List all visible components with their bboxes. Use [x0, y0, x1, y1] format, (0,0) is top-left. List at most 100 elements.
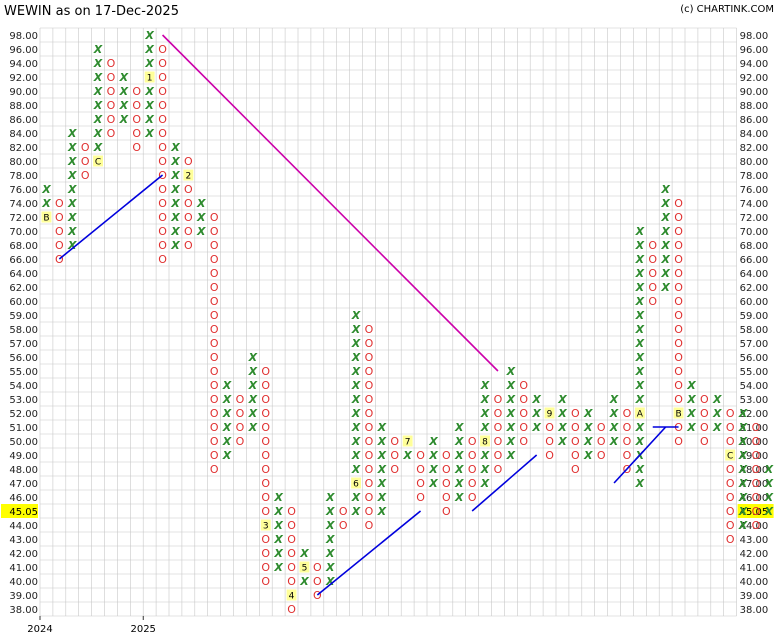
o-mark: O	[365, 351, 374, 364]
x-mark: X	[686, 393, 696, 406]
month-label: 5	[302, 564, 308, 574]
x-mark: X	[454, 463, 464, 476]
o-mark: O	[519, 421, 528, 434]
x-mark: X	[351, 463, 361, 476]
month-label-box	[286, 589, 297, 601]
x-mark: X	[660, 197, 670, 210]
x-mark: X	[635, 323, 645, 336]
o-mark: O	[210, 267, 219, 280]
o-mark: O	[468, 435, 477, 448]
o-mark: O	[365, 407, 374, 420]
o-mark: O	[416, 477, 425, 490]
x-mark: X	[377, 491, 387, 504]
x-mark: X	[93, 57, 103, 70]
month-label: 1	[147, 74, 153, 84]
x-mark: X	[738, 435, 748, 448]
copyright-label: (c) CHARTINK.COM	[680, 4, 774, 15]
o-mark: O	[597, 449, 606, 462]
x-mark: X	[635, 365, 645, 378]
x-mark: X	[402, 449, 412, 462]
o-mark: O	[494, 421, 503, 434]
o-mark: O	[287, 505, 296, 518]
o-mark: O	[365, 477, 374, 490]
o-mark: O	[597, 421, 606, 434]
y-tick-label-left: 41.00	[9, 563, 38, 574]
o-mark: O	[365, 505, 374, 518]
o-mark: O	[55, 253, 64, 266]
x-mark: X	[635, 267, 645, 280]
month-label: B	[675, 410, 681, 420]
x-mark: X	[557, 435, 567, 448]
o-mark: O	[726, 435, 735, 448]
o-mark: O	[210, 379, 219, 392]
y-tick-label-right: 80.00	[740, 157, 769, 168]
x-mark: X	[738, 505, 748, 518]
o-mark: O	[674, 197, 683, 210]
month-label-box	[260, 519, 271, 531]
x-mark: X	[609, 435, 619, 448]
y-tick-label-right: 70.00	[740, 227, 769, 238]
y-tick-label-left: 57.00	[9, 339, 38, 350]
o-mark: O	[700, 393, 709, 406]
o-mark: O	[81, 141, 90, 154]
y-tick-label-left: 92.00	[9, 73, 38, 84]
x-mark: X	[635, 295, 645, 308]
x-mark: X	[325, 519, 335, 532]
o-mark: O	[287, 547, 296, 560]
o-mark: O	[365, 421, 374, 434]
o-mark: O	[158, 183, 167, 196]
x-mark: X	[222, 407, 232, 420]
o-mark: O	[674, 239, 683, 252]
x-mark: X	[67, 211, 77, 224]
x-mark: X	[299, 575, 309, 588]
x-mark: X	[351, 309, 361, 322]
o-mark: O	[55, 211, 64, 224]
o-mark: O	[726, 463, 735, 476]
o-mark: O	[648, 295, 657, 308]
x-mark: X	[660, 211, 670, 224]
o-mark: O	[365, 323, 374, 336]
o-mark: O	[210, 295, 219, 308]
o-mark: O	[158, 253, 167, 266]
o-mark: O	[107, 127, 116, 140]
month-label-box	[183, 169, 194, 181]
x-mark: X	[93, 43, 103, 56]
month-label-box	[402, 435, 413, 447]
o-mark: O	[55, 239, 64, 252]
o-mark: O	[674, 393, 683, 406]
x-mark: X	[506, 393, 516, 406]
x-mark: X	[93, 127, 103, 140]
y-tick-label-right: 78.00	[740, 171, 769, 182]
o-mark: O	[416, 463, 425, 476]
o-mark: O	[287, 519, 296, 532]
support-trend-line	[58, 174, 164, 260]
x-mark: X	[454, 477, 464, 490]
o-mark: O	[210, 323, 219, 336]
x-mark: X	[480, 421, 490, 434]
x-mark: X	[170, 141, 180, 154]
y-tick-label-right: 53.00	[740, 395, 769, 406]
x-mark: X	[635, 309, 645, 322]
o-mark: O	[210, 225, 219, 238]
o-mark: O	[210, 449, 219, 462]
o-mark: O	[313, 575, 322, 588]
o-mark: O	[726, 519, 735, 532]
x-mark: X	[377, 435, 387, 448]
x-mark: X	[738, 407, 748, 420]
y-tick-label-left: 58.00	[9, 325, 38, 336]
y-tick-label-left: 49.00	[9, 451, 38, 462]
x-mark: X	[609, 393, 619, 406]
o-mark: O	[726, 491, 735, 504]
x-mark: X	[712, 407, 722, 420]
y-tick-label-right: 55.00	[740, 367, 769, 378]
y-tick-label-left: 68.00	[9, 241, 38, 252]
y-tick-label-right: 54.00	[740, 381, 769, 392]
x-mark: X	[248, 407, 258, 420]
o-mark: O	[132, 141, 141, 154]
x-mark: X	[635, 225, 645, 238]
o-mark: O	[752, 491, 761, 504]
x-mark: X	[351, 407, 361, 420]
x-mark: X	[144, 57, 154, 70]
